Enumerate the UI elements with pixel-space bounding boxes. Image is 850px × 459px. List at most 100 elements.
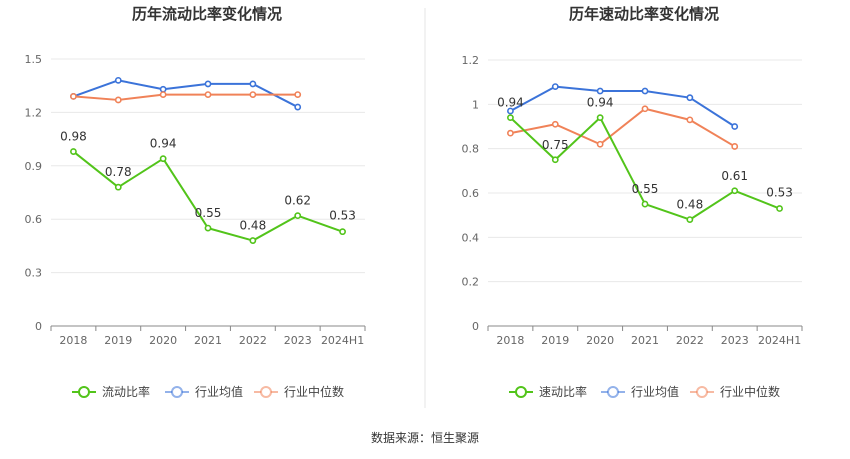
y-tick-label: 0.4 (462, 231, 480, 244)
data-label: 0.48 (676, 198, 703, 212)
data-point-industry-average (114, 76, 122, 84)
data-point-industry-average (686, 94, 694, 102)
legend-label: 行业均值 (195, 384, 243, 399)
x-tick-label: 2018 (59, 334, 87, 347)
y-tick-label: 0.8 (462, 143, 480, 156)
data-point-main (159, 155, 167, 163)
x-tick-label: 2021 (194, 334, 222, 347)
data-label: 0.48 (239, 219, 266, 233)
x-tick-label: 2020 (586, 334, 614, 347)
x-tick-label: 2023 (284, 334, 312, 347)
data-point-industry-median (686, 116, 694, 124)
legend-item: 行业均值 (165, 384, 243, 399)
legend-label: 速动比率 (539, 384, 587, 399)
data-point-main (114, 183, 122, 191)
data-label: 0.55 (195, 206, 222, 220)
y-tick-label: 0.9 (25, 160, 43, 173)
y-tick-label: 1.2 (25, 106, 43, 119)
source-note: 数据来源：恒生聚源 (371, 430, 479, 445)
legend-item: 流动比率 (72, 384, 150, 399)
x-tick-label: 2024H1 (321, 334, 364, 347)
data-point-industry-median (114, 96, 122, 104)
data-point-industry-average (294, 103, 302, 111)
data-label: 0.53 (329, 209, 356, 223)
data-label: 0.53 (766, 186, 793, 200)
data-point-industry-median (551, 120, 559, 128)
x-tick-label: 2024H1 (758, 334, 801, 347)
data-point-industry-median (641, 105, 649, 113)
legend-swatch-marker (696, 386, 708, 398)
legend-swatch-marker (78, 386, 90, 398)
series-line-industry-median (73, 93, 298, 101)
data-point-industry-median (294, 91, 302, 98)
chart-panel-2: 历年速动比率变化情况 0 0.2 0.4 0.6 0.8 1 1.2 2018 2019 2020 2… (462, 5, 803, 399)
data-point-main (294, 212, 302, 220)
y-tick-label: 0.6 (25, 213, 43, 226)
data-point-main (70, 148, 77, 155)
data-point-industry-average (204, 80, 212, 88)
legend-label: 行业中位数 (284, 384, 344, 399)
data-point-industry-average (551, 83, 559, 90)
data-point-main (551, 156, 559, 164)
data-label: 0.62 (284, 194, 311, 208)
legend-swatch-marker (515, 386, 527, 398)
data-point-industry-average (641, 87, 649, 95)
x-tick-label: 2019 (541, 334, 569, 347)
data-label: 0.61 (721, 169, 748, 183)
y-tick-label: 0 (35, 320, 42, 333)
data-point-main (731, 187, 739, 195)
data-point-industry-average (507, 107, 514, 115)
data-point-industry-median (507, 129, 514, 137)
data-point-main (596, 114, 604, 122)
data-point-industry-median (159, 91, 167, 98)
y-tick-label: 0 (472, 320, 479, 333)
x-tick-label: 2023 (721, 334, 749, 347)
data-point-industry-median (731, 143, 739, 150)
data-point-industry-average (159, 85, 167, 93)
y-tick-label: 0.6 (462, 187, 480, 200)
data-label: 0.94 (150, 137, 177, 151)
data-point-main (776, 205, 783, 212)
y-tick-label: 1.2 (462, 54, 480, 67)
x-tick-label: 2020 (149, 334, 177, 347)
data-point-main (204, 224, 212, 232)
data-label: 0.75 (542, 138, 569, 152)
series-line-industry-average (509, 85, 736, 128)
y-tick-label: 1 (472, 98, 479, 111)
data-label: 0.55 (632, 182, 659, 196)
data-point-industry-average (596, 87, 604, 95)
data-point-industry-average (731, 123, 739, 130)
legend-item: 行业中位数 (254, 384, 344, 399)
series-line-industry-average (73, 79, 299, 108)
data-point-main (339, 228, 346, 236)
y-tick-label: 0.2 (462, 276, 480, 289)
x-tick-label: 2022 (676, 334, 704, 347)
legend-label: 行业中位数 (720, 384, 780, 399)
legend-label: 行业均值 (631, 384, 679, 399)
series-line-industry-median (510, 107, 736, 148)
y-tick-label: 1.5 (25, 53, 43, 66)
data-point-industry-average (249, 80, 257, 88)
legend-swatch-marker (171, 386, 183, 398)
y-tick-label: 0.3 (25, 267, 43, 280)
data-point-main (249, 237, 257, 244)
data-point-industry-median (249, 91, 257, 98)
data-point-industry-median (596, 140, 604, 148)
data-point-main (641, 200, 649, 208)
data-point-main (686, 216, 694, 223)
chart-title: 历年速动比率变化情况 (569, 5, 719, 23)
x-tick-label: 2022 (239, 334, 267, 347)
x-tick-label: 2019 (104, 334, 132, 347)
data-point-industry-median (204, 91, 212, 98)
data-label: 0.98 (60, 130, 87, 144)
data-point-main (507, 114, 514, 122)
data-label: 0.78 (105, 165, 132, 179)
data-label: 0.94 (587, 96, 614, 110)
legend-swatch-marker (260, 386, 272, 398)
x-tick-label: 2018 (496, 334, 524, 347)
data-label: 0.94 (497, 96, 524, 110)
data-point-industry-median (70, 92, 77, 100)
legend-label: 流动比率 (102, 384, 150, 399)
